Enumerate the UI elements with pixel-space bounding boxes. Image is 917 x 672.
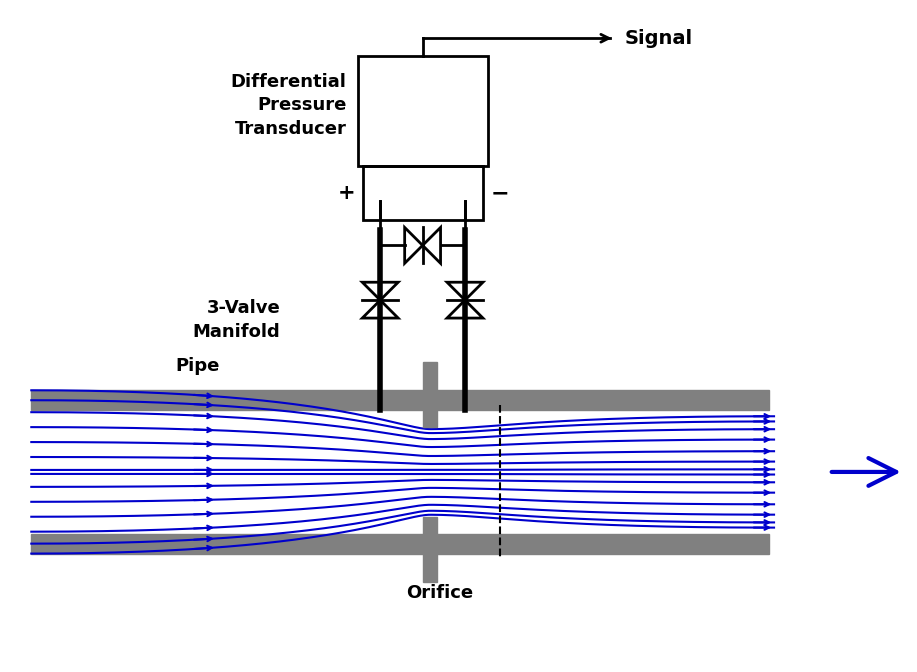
Bar [423,362,437,410]
Text: Signal: Signal [624,29,692,48]
Text: +: + [337,183,355,203]
Bar [31,390,769,410]
Bar [359,56,488,166]
Text: Pipe: Pipe [176,357,220,375]
Bar [363,166,483,220]
Bar [423,410,437,427]
Bar [423,517,437,534]
Text: 3-Valve
Manifold: 3-Valve Manifold [193,299,281,341]
Text: Differential
Pressure
Transducer: Differential Pressure Transducer [230,73,347,138]
Bar [31,534,769,554]
Text: −: − [491,183,510,203]
Bar [423,534,437,582]
Text: Orifice: Orifice [406,584,473,602]
